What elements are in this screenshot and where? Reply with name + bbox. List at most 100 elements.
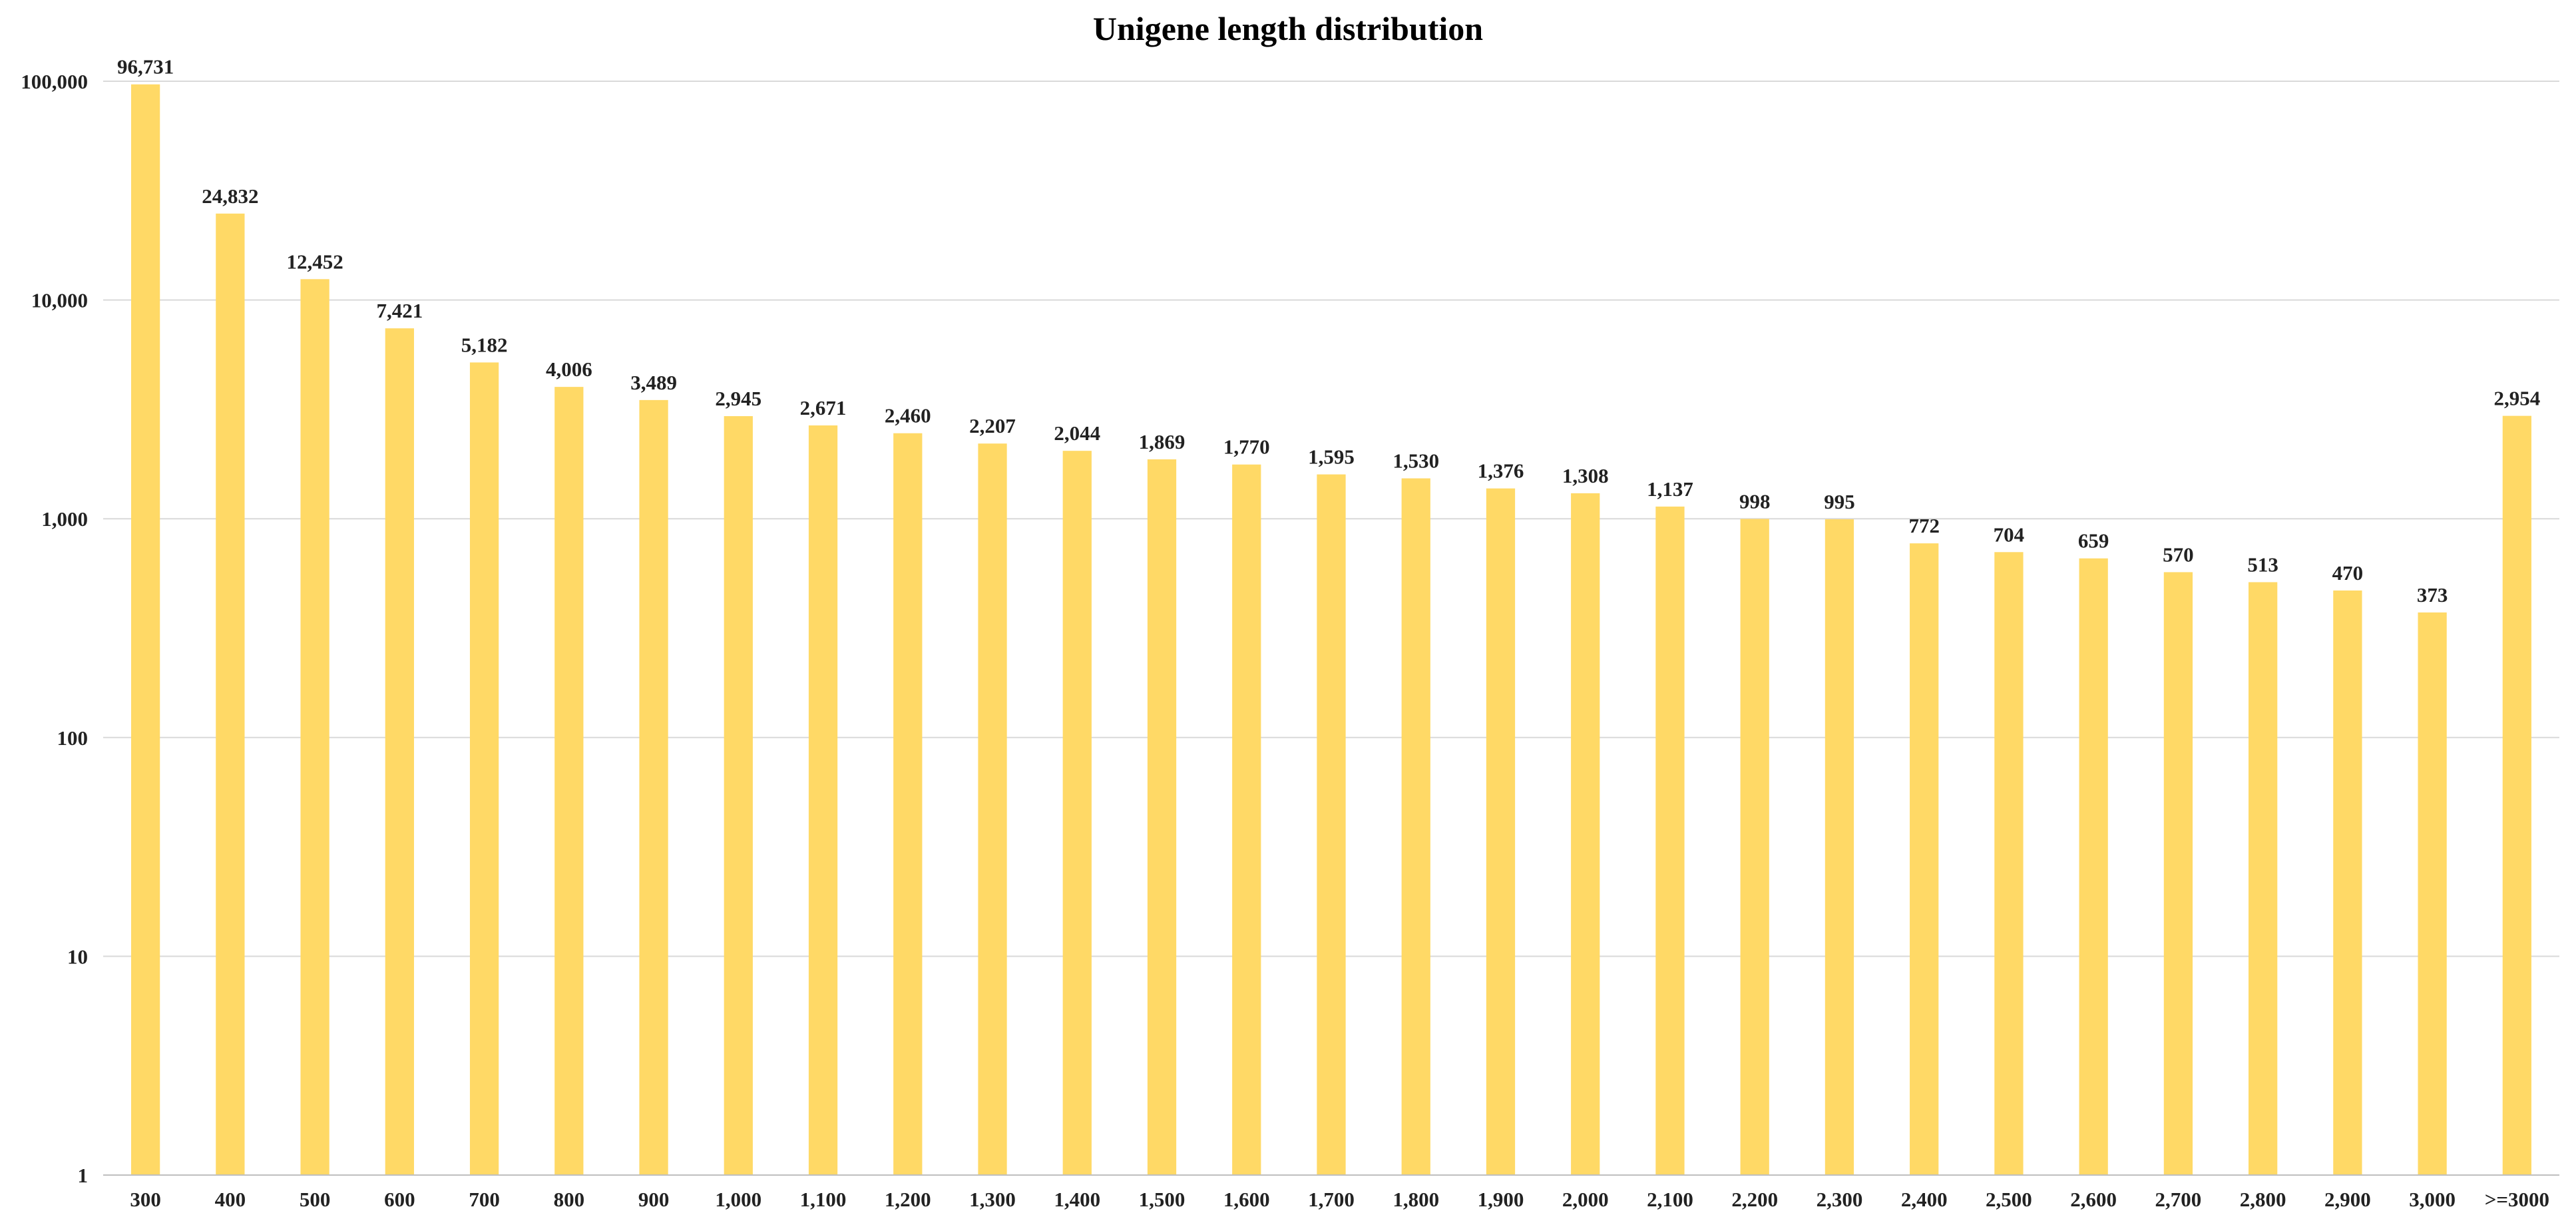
x-tick-label: 2,600 xyxy=(2070,1188,2117,1211)
x-tick-label: 2,400 xyxy=(1901,1188,1948,1211)
x-tick-label: 800 xyxy=(554,1188,585,1211)
x-tick-label: 500 xyxy=(300,1188,331,1211)
y-tick-label: 10,000 xyxy=(31,289,88,312)
bar xyxy=(1825,519,1854,1175)
bar xyxy=(808,425,838,1176)
x-tick-label: 2,100 xyxy=(1647,1188,1693,1211)
bars xyxy=(130,84,2532,1176)
x-tick-label: 2,300 xyxy=(1817,1188,1863,1211)
bar xyxy=(2249,582,2278,1175)
bar xyxy=(1486,488,1516,1176)
x-tick-label: 1,600 xyxy=(1223,1188,1270,1211)
data-label: 1,770 xyxy=(1223,435,1270,459)
x-tick-label: 1,400 xyxy=(1054,1188,1100,1211)
data-label: 2,460 xyxy=(885,404,931,427)
bar xyxy=(385,328,414,1176)
data-label: 513 xyxy=(2247,553,2278,576)
data-label: 1,376 xyxy=(1478,459,1524,483)
y-tick-label: 1,000 xyxy=(41,507,88,531)
chart-title: Unigene length distribution xyxy=(1092,10,1484,47)
data-label: 4,006 xyxy=(546,358,592,381)
x-tick-label: 2,200 xyxy=(1731,1188,1778,1211)
x-tick-label: 1,200 xyxy=(885,1188,931,1211)
y-axis: 1 10 100 1,000 10,000 100,000 xyxy=(21,70,88,1187)
x-axis: 300 400 500 600 700 800 900 1,000 1,100 1,200 1,30… xyxy=(103,1174,2559,1211)
x-tick-label: 1,300 xyxy=(969,1188,1016,1211)
x-tick-label: 1,000 xyxy=(715,1188,761,1211)
bar xyxy=(2333,590,2362,1175)
bar xyxy=(469,362,499,1175)
x-tick-label: 3,000 xyxy=(2409,1188,2456,1211)
data-label: 24,832 xyxy=(202,184,258,208)
x-tick-label: 600 xyxy=(384,1188,415,1211)
x-tick-label: 2,800 xyxy=(2240,1188,2286,1211)
bar xyxy=(978,443,1007,1175)
bar xyxy=(2502,415,2532,1176)
x-tick-label: 300 xyxy=(130,1188,161,1211)
bar xyxy=(2163,572,2193,1175)
bar xyxy=(130,84,160,1175)
data-labels: 96,731 24,832 12,452 7,421 5,182 4,006 3,489 2,… xyxy=(117,55,2540,607)
data-label: 2,207 xyxy=(969,414,1016,437)
data-label: 1,530 xyxy=(1393,449,1439,473)
bar xyxy=(1401,478,1430,1175)
x-tick-label: 2,000 xyxy=(1562,1188,1609,1211)
y-tick-label: 100 xyxy=(57,726,89,750)
bar xyxy=(300,279,329,1175)
data-label: 7,421 xyxy=(376,299,423,322)
bar xyxy=(2079,558,2108,1175)
data-label: 1,869 xyxy=(1139,430,1185,453)
x-tick-label: 1,700 xyxy=(1308,1188,1355,1211)
data-label: 570 xyxy=(2163,543,2194,566)
data-label: 998 xyxy=(1739,489,1771,513)
x-tick-label: 2,700 xyxy=(2155,1188,2202,1211)
bar xyxy=(1147,459,1177,1175)
x-tick-label: 700 xyxy=(469,1188,500,1211)
x-tick-label: 2,500 xyxy=(1986,1188,2032,1211)
y-tick-label: 10 xyxy=(67,945,88,968)
data-label: 1,595 xyxy=(1308,445,1355,469)
bar xyxy=(1571,493,1600,1175)
data-label: 1,308 xyxy=(1562,464,1609,487)
data-label: 2,945 xyxy=(715,387,761,410)
x-tick-label: 1,900 xyxy=(1478,1188,1524,1211)
data-label: 470 xyxy=(2332,561,2364,585)
bar xyxy=(893,433,923,1175)
data-label: 5,182 xyxy=(461,333,508,356)
data-label: 3,489 xyxy=(630,371,677,394)
data-label: 96,731 xyxy=(117,55,174,79)
bar xyxy=(1317,474,1346,1176)
data-label: 373 xyxy=(2417,583,2448,607)
bar xyxy=(1994,552,2024,1175)
x-tick-label: >=3000 xyxy=(2485,1188,2549,1211)
bar xyxy=(554,387,584,1175)
bar xyxy=(1655,506,1685,1175)
x-tick-label: 2,900 xyxy=(2324,1188,2371,1211)
y-tick-label: 1 xyxy=(78,1164,89,1187)
x-tick-label: 400 xyxy=(215,1188,246,1211)
bar xyxy=(724,416,753,1175)
data-label: 2,671 xyxy=(800,396,847,419)
data-label: 1,137 xyxy=(1647,477,1693,501)
x-tick-label: 1,500 xyxy=(1139,1188,1185,1211)
data-label: 995 xyxy=(1824,490,1855,513)
bar xyxy=(639,399,668,1176)
bar xyxy=(1232,464,1261,1175)
bar xyxy=(2418,612,2447,1175)
data-label: 704 xyxy=(1994,523,2025,546)
x-tick-label: 1,800 xyxy=(1393,1188,1439,1211)
bar xyxy=(216,213,245,1175)
bar xyxy=(1062,451,1092,1175)
data-label: 659 xyxy=(2078,529,2109,553)
x-tick-label: 900 xyxy=(638,1188,670,1211)
x-tick-label: 1,100 xyxy=(800,1188,847,1211)
data-label: 2,954 xyxy=(2494,387,2541,410)
y-tick-label: 100,000 xyxy=(21,70,88,93)
data-label: 12,452 xyxy=(286,250,343,273)
bar xyxy=(1740,519,1769,1175)
data-label: 2,044 xyxy=(1054,421,1100,445)
data-label: 772 xyxy=(1908,514,1940,537)
bar xyxy=(1910,543,1939,1175)
